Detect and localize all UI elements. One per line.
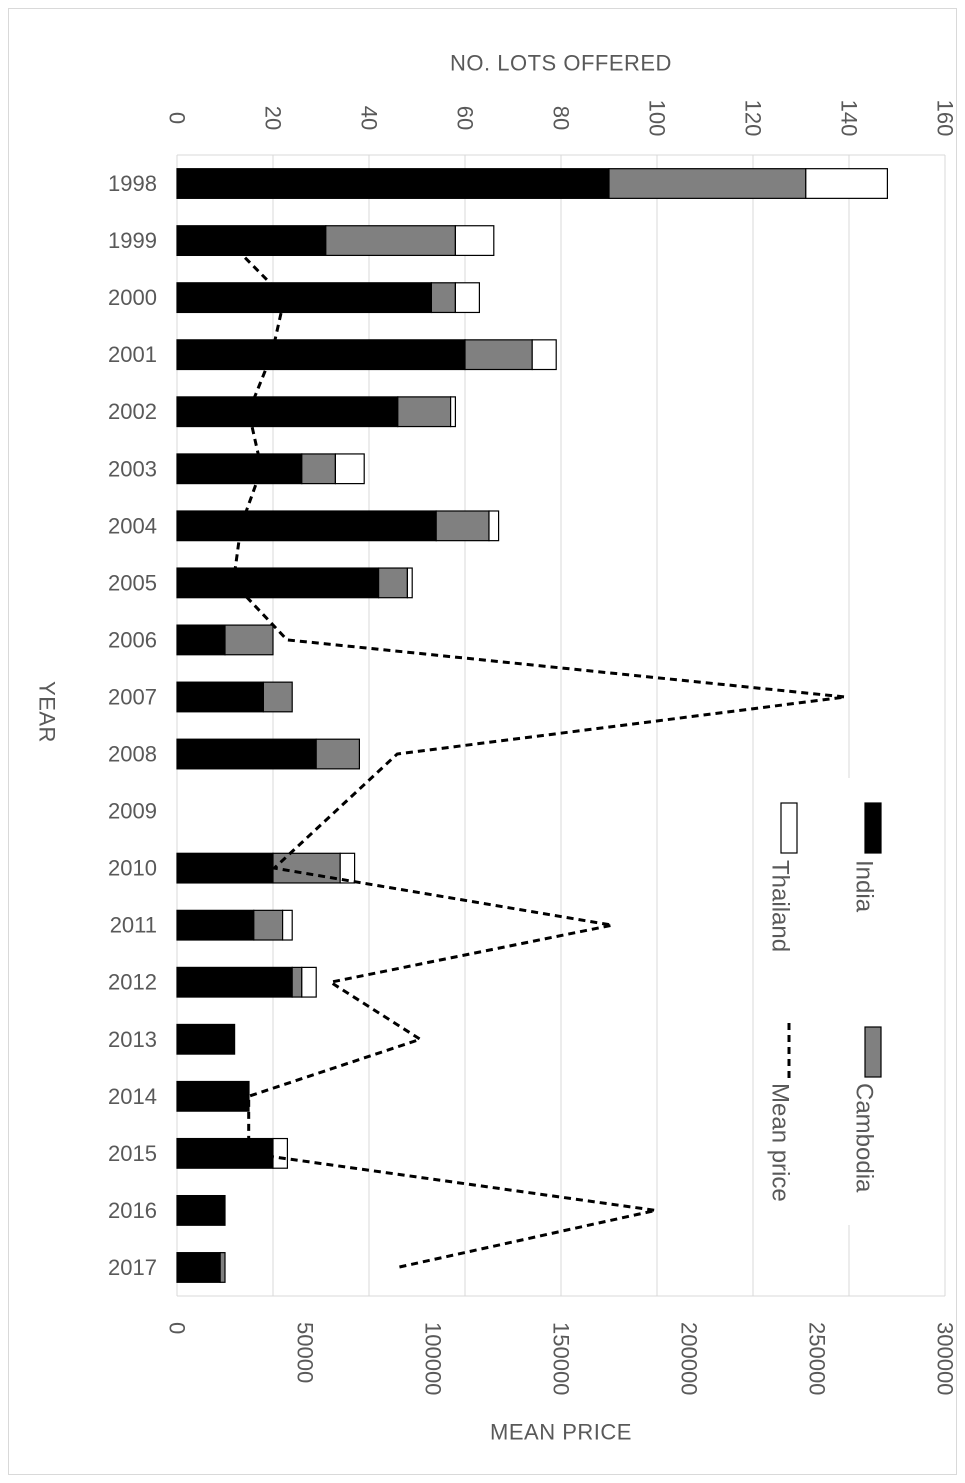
bar-thailand-2003: [334, 453, 365, 485]
lots-tick-label: 100: [645, 100, 670, 137]
year-tick-label: 1998: [108, 171, 157, 196]
legend-label-cambodia: Cambodia: [851, 1083, 878, 1193]
bar-india-1999: [176, 225, 327, 257]
bar-india-2006: [176, 624, 226, 656]
mean-price-line-group: [227, 239, 846, 1269]
year-tick-label: 2001: [108, 342, 157, 367]
bar-india-2008: [176, 738, 317, 770]
year-tick-label: 2017: [108, 1255, 157, 1280]
bar-cambodia-2001: [464, 339, 533, 371]
bar-cambodia-2011: [253, 909, 284, 941]
bar-india-2005: [176, 567, 380, 599]
year-tick-label: 2008: [108, 742, 157, 767]
bars: [176, 168, 888, 1283]
legend-label-india: India: [851, 860, 878, 913]
chart-frame: [8, 8, 957, 1475]
legend-swatch-cambodia: [864, 1026, 882, 1078]
year-tick-label: 2016: [108, 1198, 157, 1223]
lots-tick-label: 20: [261, 106, 286, 130]
year-axis-title: YEAR: [35, 681, 60, 743]
lots-tick-label: 140: [837, 100, 862, 137]
price-tick-label: 50000: [293, 1322, 318, 1383]
bar-thailand-2002: [450, 396, 457, 428]
year-tick-label: 2013: [108, 1027, 157, 1052]
year-tick-label: 2010: [108, 856, 157, 881]
bar-cambodia-2005: [378, 567, 409, 599]
bar-india-2004: [176, 510, 437, 542]
year-tick-label: 2004: [108, 513, 157, 538]
bar-india-2012: [176, 966, 293, 998]
price-tick-label: 250000: [805, 1322, 830, 1395]
year-tick-label: 2002: [108, 399, 157, 424]
bar-cambodia-2017: [219, 1252, 226, 1283]
bar-thailand-2012: [301, 966, 317, 998]
bar-india-2010: [176, 852, 274, 884]
bar-india-2014: [176, 1080, 250, 1112]
lots-tick-label: 40: [357, 106, 382, 130]
year-tick-label: 2012: [108, 970, 157, 995]
legend-label-thailand: Thailand: [767, 860, 794, 952]
axis-labels: 0 20 40 60 80 100 120 140 160 0 50000 100000 150000 2…: [35, 51, 958, 1445]
gridlines: [176, 154, 946, 1297]
bar-india-2017: [176, 1252, 221, 1283]
year-tick-label: 2003: [108, 456, 157, 481]
bar-cambodia-2004: [435, 510, 490, 542]
bar-cambodia-2002: [397, 396, 452, 428]
bar-india-2001: [176, 339, 466, 371]
lots-tick-label: 160: [933, 100, 958, 137]
price-axis-title: MEAN PRICE: [490, 1420, 632, 1445]
bar-thailand-2005: [406, 567, 413, 599]
price-tick-label: 150000: [549, 1322, 574, 1395]
lots-tick-label: 120: [741, 100, 766, 137]
bar-cambodia-2007: [262, 681, 293, 713]
bar-india-2002: [176, 396, 399, 428]
bar-india-2003: [176, 453, 303, 485]
year-tick-label: 1999: [108, 228, 157, 253]
price-tick-label: 100000: [421, 1322, 446, 1395]
mean-price-line: [227, 239, 846, 1269]
year-tick-label: 2009: [108, 799, 157, 824]
bar-cambodia-1998: [608, 168, 807, 199]
lots-tick-label: 0: [165, 112, 190, 124]
bar-cambodia-1999: [325, 225, 456, 257]
year-tick-label: 2000: [108, 285, 157, 310]
lots-tick-label: 80: [549, 106, 574, 130]
bar-thailand-2015: [272, 1137, 288, 1169]
legend-label-mean-price: Mean price: [767, 1083, 794, 1202]
year-tick-label: 2006: [108, 627, 157, 652]
price-tick-label: 300000: [933, 1322, 958, 1395]
legend: India Cambodia Thailand Mean price: [767, 802, 882, 1202]
bar-thailand-2010: [339, 852, 356, 884]
bar-india-2007: [176, 681, 265, 713]
bar-thailand-2000: [454, 282, 480, 314]
price-tick-label: 0: [165, 1322, 190, 1334]
bar-india-2000: [176, 282, 432, 314]
year-tick-label: 2014: [108, 1084, 157, 1109]
bar-cambodia-2003: [301, 453, 336, 485]
bar-cambodia-2012: [291, 966, 303, 998]
year-tick-label: 2011: [110, 913, 157, 938]
bar-thailand-2011: [282, 909, 293, 941]
bar-cambodia-2000: [430, 282, 456, 314]
price-tick-label: 200000: [677, 1322, 702, 1395]
legend-swatch-thailand: [780, 802, 798, 854]
bar-india-1998: [176, 168, 610, 199]
bar-cambodia-2008: [315, 738, 361, 770]
year-tick-label: 2015: [108, 1141, 157, 1166]
bar-india-2013: [176, 1023, 236, 1055]
bar-thailand-1998: [805, 168, 888, 199]
bar-thailand-1999: [454, 225, 495, 257]
bar-india-2011: [176, 909, 255, 941]
bar-cambodia-2006: [224, 624, 274, 656]
year-tick-label: 2007: [108, 684, 157, 709]
lots-axis-title: NO. LOTS OFFERED: [450, 51, 672, 76]
legend-swatch-india: [864, 802, 882, 854]
bar-india-2016: [176, 1194, 226, 1226]
bar-thailand-2001: [531, 339, 557, 371]
lots-tick-label: 60: [453, 106, 478, 130]
year-tick-label: 2005: [108, 570, 157, 595]
bar-thailand-2004: [488, 510, 500, 542]
